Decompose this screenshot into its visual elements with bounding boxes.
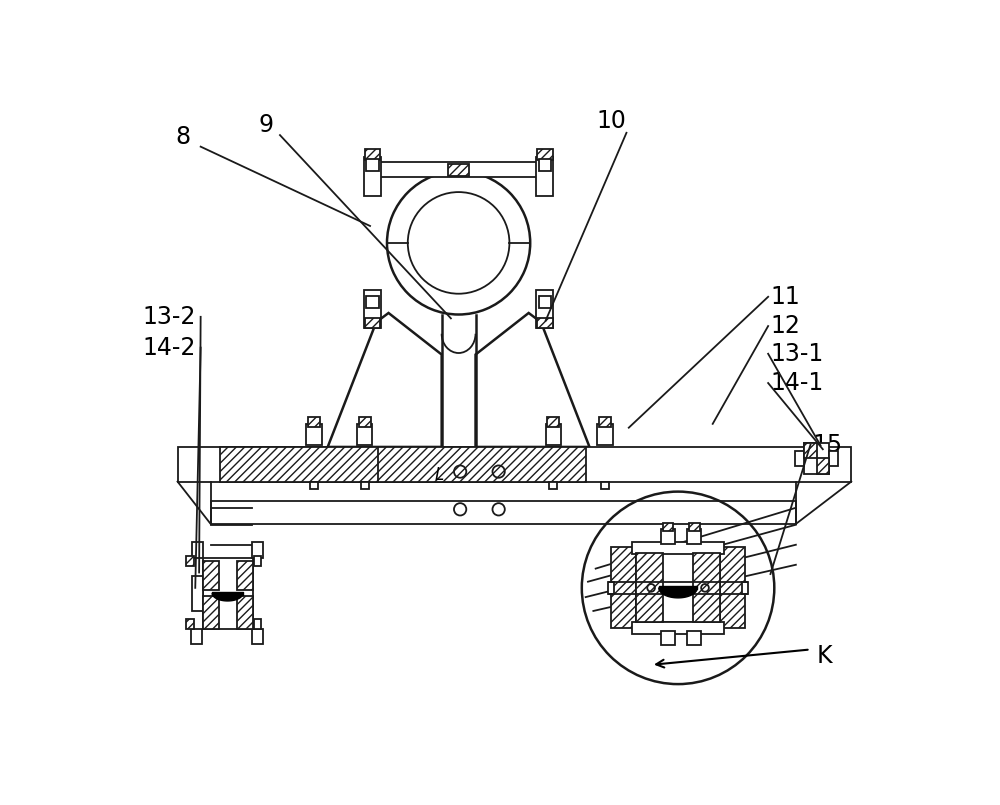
Bar bbox=[203, 558, 253, 629]
Bar bbox=[804, 443, 829, 474]
Bar bbox=[378, 162, 539, 177]
Bar bbox=[306, 424, 322, 445]
Bar bbox=[220, 447, 378, 481]
Bar bbox=[310, 481, 318, 489]
Bar bbox=[608, 582, 614, 594]
Bar bbox=[366, 296, 379, 308]
Bar bbox=[308, 417, 320, 427]
Bar bbox=[599, 417, 611, 427]
Bar bbox=[364, 158, 381, 196]
Text: 8: 8 bbox=[175, 125, 191, 149]
Text: 14-2: 14-2 bbox=[143, 336, 196, 360]
Text: 15: 15 bbox=[813, 432, 843, 456]
Polygon shape bbox=[212, 593, 243, 601]
Bar bbox=[539, 159, 551, 171]
Bar bbox=[817, 459, 829, 474]
Bar bbox=[829, 451, 838, 466]
Bar bbox=[636, 553, 663, 621]
Text: 9: 9 bbox=[259, 113, 274, 137]
Bar bbox=[252, 629, 263, 644]
Bar bbox=[361, 481, 369, 489]
Bar bbox=[601, 481, 609, 489]
Bar bbox=[546, 424, 561, 445]
Polygon shape bbox=[328, 313, 442, 447]
Text: 13-2: 13-2 bbox=[143, 305, 196, 328]
Bar bbox=[539, 296, 551, 308]
Bar bbox=[804, 443, 817, 459]
Bar bbox=[332, 447, 586, 481]
Bar bbox=[536, 290, 553, 328]
Bar bbox=[237, 561, 253, 590]
Bar bbox=[795, 451, 804, 466]
Bar bbox=[547, 417, 559, 427]
Text: K: K bbox=[817, 644, 832, 668]
Bar bbox=[611, 547, 636, 628]
Bar bbox=[537, 149, 553, 159]
Bar bbox=[742, 582, 748, 594]
Bar bbox=[549, 481, 557, 489]
Bar bbox=[186, 619, 194, 629]
Bar bbox=[203, 561, 219, 590]
Bar bbox=[254, 619, 261, 629]
Text: 14-1: 14-1 bbox=[770, 371, 824, 395]
Bar bbox=[636, 553, 720, 621]
Bar bbox=[203, 597, 219, 629]
Polygon shape bbox=[659, 588, 697, 598]
Text: 10: 10 bbox=[596, 109, 626, 134]
Polygon shape bbox=[476, 313, 590, 447]
Bar bbox=[661, 631, 675, 645]
Bar bbox=[192, 543, 203, 558]
Bar bbox=[597, 424, 613, 445]
Bar bbox=[178, 447, 851, 481]
Bar bbox=[254, 556, 261, 566]
Bar bbox=[687, 631, 701, 645]
Text: 13-1: 13-1 bbox=[770, 342, 824, 365]
Text: L: L bbox=[435, 466, 444, 485]
Bar bbox=[237, 597, 253, 629]
Bar bbox=[661, 529, 675, 544]
Bar bbox=[693, 553, 720, 621]
Bar bbox=[364, 290, 381, 328]
Bar bbox=[192, 576, 203, 611]
Bar bbox=[537, 318, 553, 328]
Bar bbox=[358, 417, 371, 427]
Bar bbox=[211, 501, 796, 524]
Bar bbox=[720, 547, 745, 628]
Bar bbox=[448, 163, 469, 176]
Bar bbox=[252, 543, 263, 558]
Bar bbox=[632, 542, 724, 554]
Text: 11: 11 bbox=[770, 285, 800, 309]
Text: 12: 12 bbox=[770, 314, 800, 338]
Bar bbox=[357, 424, 372, 445]
Bar bbox=[365, 318, 380, 328]
Bar bbox=[365, 149, 380, 159]
Bar bbox=[689, 523, 700, 530]
Bar bbox=[191, 629, 202, 644]
Bar bbox=[632, 621, 724, 634]
Bar bbox=[687, 529, 701, 544]
Bar bbox=[186, 556, 194, 566]
Bar bbox=[663, 523, 673, 530]
Bar bbox=[366, 159, 379, 171]
Bar bbox=[536, 158, 553, 196]
